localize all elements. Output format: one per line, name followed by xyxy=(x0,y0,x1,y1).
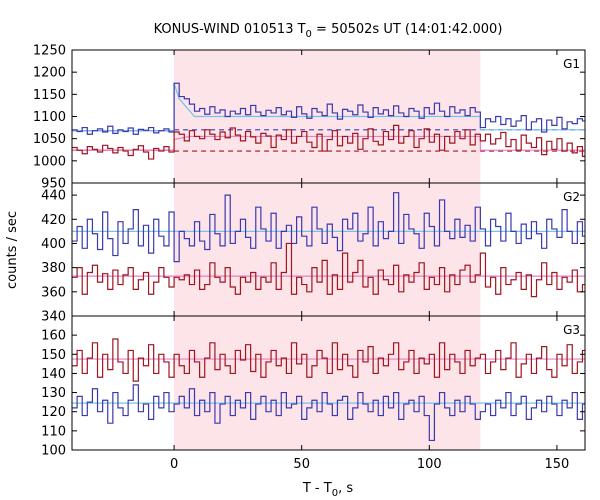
x-tick-label: 100 xyxy=(417,457,442,472)
label-layer: 0 50 100 150 950 1000 1050 1100 1150 1200 1250 G1 34… xyxy=(33,44,580,473)
y-axis-title: counts / sec xyxy=(5,211,20,289)
y-tick-label: 140 xyxy=(41,367,66,382)
y-tick-label: 420 xyxy=(41,213,66,228)
y-tick-label: 1200 xyxy=(33,66,66,81)
panel-frame xyxy=(71,315,586,451)
x-axis-title: T - T0, s xyxy=(302,481,353,499)
panel-label: G2 xyxy=(563,190,580,204)
chart-title-main: KONUS-WIND 010513 T xyxy=(154,22,306,37)
y-tick-label: 130 xyxy=(41,386,66,401)
histogram-series xyxy=(72,338,585,382)
y-tick-label: 160 xyxy=(41,329,66,344)
y-tick-label: 360 xyxy=(41,285,66,300)
y-tick-label: 1100 xyxy=(33,110,66,125)
y-tick-label: 1000 xyxy=(33,154,66,169)
y-tick-label: 1150 xyxy=(33,88,66,103)
chart-title: KONUS-WIND 010513 T0 = 50502s UT (14:01:… xyxy=(154,22,503,40)
y-tick-label: 380 xyxy=(41,261,66,276)
x-axis-title-main: T - T xyxy=(302,481,332,496)
y-tick-label: 110 xyxy=(41,424,66,439)
y-tick-label: 400 xyxy=(41,237,66,252)
y-tick-label: 340 xyxy=(41,310,66,325)
y-tick-label: 1050 xyxy=(33,132,66,147)
y-tick-label: 100 xyxy=(41,444,66,459)
y-tick-label: 950 xyxy=(41,177,66,192)
data-layer xyxy=(72,82,585,442)
histogram-series xyxy=(72,384,585,442)
histogram-series xyxy=(72,82,585,135)
panel-label: G1 xyxy=(563,57,580,71)
panel-label: G3 xyxy=(563,323,580,337)
histogram-series xyxy=(72,192,585,263)
chart-title-subscript: 0 xyxy=(306,29,312,40)
y-tick-label: 120 xyxy=(41,405,66,420)
y-tick-label: 440 xyxy=(41,189,66,204)
y-tick-label: 1250 xyxy=(33,44,66,59)
y-tick-label: 150 xyxy=(41,348,66,363)
x-tick-label: 0 xyxy=(170,457,178,472)
x-tick-label: 150 xyxy=(545,457,570,472)
frame-layer xyxy=(71,49,586,451)
histogram-series xyxy=(72,124,585,160)
x-axis-title-rest: , s xyxy=(338,481,353,496)
x-tick-label: 50 xyxy=(293,457,310,472)
histogram-series xyxy=(72,242,585,298)
chart-title-rest: = 50502s UT (14:01:42.000) xyxy=(312,22,502,37)
x-axis-title-subscript: 0 xyxy=(332,488,338,499)
